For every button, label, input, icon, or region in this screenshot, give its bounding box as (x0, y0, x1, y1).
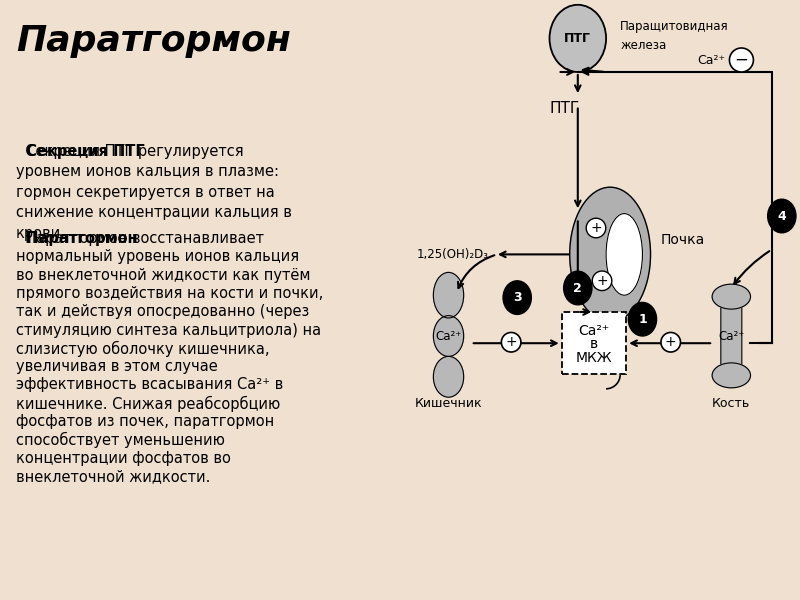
Text: кишечнике. Снижая реабсорбцию: кишечнике. Снижая реабсорбцию (16, 396, 280, 412)
Text: концентрации фосфатов во: концентрации фосфатов во (16, 451, 230, 466)
Text: Паратгормон: Паратгормон (16, 231, 138, 246)
Text: Кость: Кость (712, 397, 750, 410)
Text: 4: 4 (778, 209, 786, 223)
Text: +: + (506, 335, 517, 349)
Text: стимуляцию синтеза кальцитриола) на: стимуляцию синтеза кальцитриола) на (16, 323, 321, 337)
Text: Ca²⁺: Ca²⁺ (578, 324, 610, 338)
Circle shape (564, 271, 592, 305)
Text: прямого воздействия на кости и почки,: прямого воздействия на кости и почки, (16, 286, 323, 301)
Text: +: + (590, 221, 602, 235)
Text: так и действуя опосредованно (через: так и действуя опосредованно (через (16, 304, 309, 319)
Text: 1: 1 (638, 313, 647, 326)
Ellipse shape (434, 356, 464, 397)
Text: Паратгормон: Паратгормон (16, 24, 290, 58)
Text: Ca²⁺: Ca²⁺ (435, 329, 462, 343)
Ellipse shape (712, 284, 750, 309)
Ellipse shape (712, 363, 750, 388)
Ellipse shape (434, 316, 464, 356)
Text: +: + (665, 335, 677, 349)
Circle shape (550, 5, 606, 72)
Text: Кишечник: Кишечник (414, 397, 482, 410)
Text: Почка: Почка (661, 233, 705, 247)
Text: −: − (734, 51, 748, 69)
Text: Паратгормон восстанавливает: Паратгормон восстанавливает (16, 231, 264, 246)
Text: слизистую оболочку кишечника,: слизистую оболочку кишечника, (16, 341, 270, 357)
Text: 1,25(OH)₂D₃: 1,25(OH)₂D₃ (417, 248, 489, 261)
Text: Секреция ПТГ: Секреция ПТГ (16, 144, 145, 159)
Text: фосфатов из почек, паратгормон: фосфатов из почек, паратгормон (16, 414, 274, 429)
Text: 3: 3 (513, 291, 522, 304)
Circle shape (768, 199, 796, 233)
Text: ПТГ: ПТГ (550, 101, 580, 116)
Text: +: + (596, 274, 608, 288)
Text: внеклеточной жидкости.: внеклеточной жидкости. (16, 469, 210, 484)
Text: железа: железа (620, 39, 666, 52)
Ellipse shape (434, 272, 464, 318)
Text: в: в (590, 337, 598, 351)
FancyBboxPatch shape (562, 312, 626, 374)
Text: эффективность всасывания Ca²⁺ в: эффективность всасывания Ca²⁺ в (16, 377, 283, 392)
Text: Секреция ПТГ регулируется
уровнем ионов кальция в плазме:
гормон секретируется в: Секреция ПТГ регулируется уровнем ионов … (16, 144, 292, 241)
Ellipse shape (570, 187, 650, 322)
Text: во внеклеточной жидкости как путём: во внеклеточной жидкости как путём (16, 268, 310, 283)
Circle shape (628, 302, 657, 336)
Text: Паращитовидная: Паращитовидная (620, 20, 729, 33)
Text: Ca²⁺: Ca²⁺ (718, 329, 745, 343)
Text: МКЖ: МКЖ (576, 350, 612, 365)
Circle shape (503, 281, 531, 314)
Text: 2: 2 (574, 281, 582, 295)
Text: способствует уменьшению: способствует уменьшению (16, 432, 225, 448)
Text: Ca²⁺: Ca²⁺ (697, 53, 725, 67)
Ellipse shape (606, 214, 642, 295)
Text: нормальный уровень ионов кальция: нормальный уровень ионов кальция (16, 250, 299, 264)
Text: увеличивая в этом случае: увеличивая в этом случае (16, 359, 218, 374)
Text: ПТГ: ПТГ (564, 32, 591, 45)
FancyBboxPatch shape (721, 293, 742, 379)
